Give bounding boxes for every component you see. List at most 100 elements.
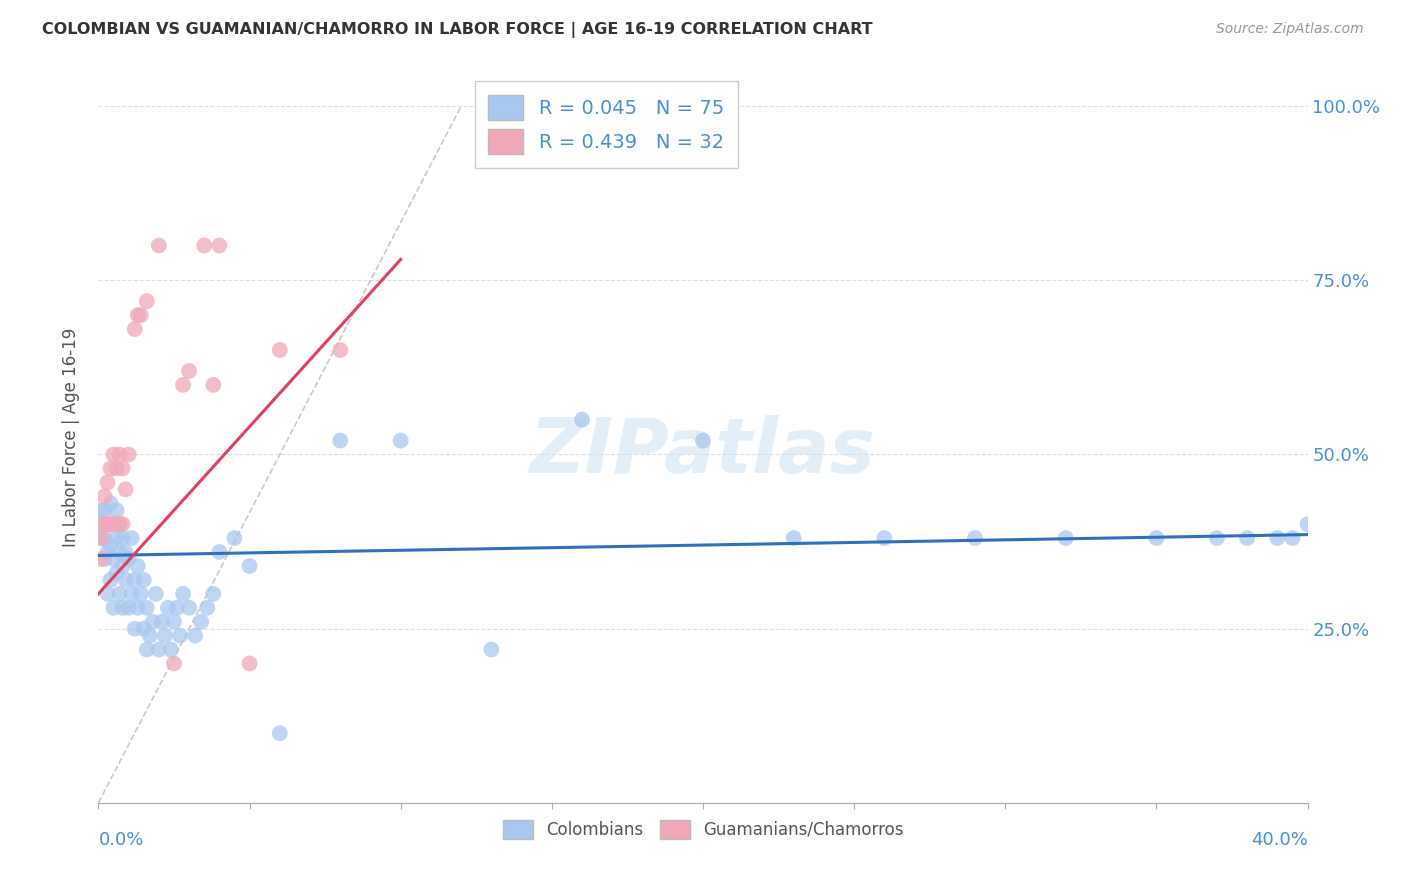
Point (90, 503, 112, 517)
Point (1054, 531, 1077, 545)
Point (103, 517, 125, 532)
Point (111, 517, 134, 532)
Point (145, 587, 167, 601)
Point (269, 343, 291, 357)
Point (172, 587, 194, 601)
Point (96, 545, 118, 559)
Text: Source: ZipAtlas.com: Source: ZipAtlas.com (1216, 22, 1364, 37)
Point (148, 238, 170, 252)
Point (202, 587, 225, 601)
Point (118, 552, 141, 566)
Point (118, 448, 141, 462)
Point (114, 483, 136, 497)
Point (150, 615, 173, 629)
Legend: Colombians, Guamanians/Chamorros: Colombians, Guamanians/Chamorros (496, 814, 910, 846)
Point (129, 587, 152, 601)
Point (114, 545, 136, 559)
Text: 40.0%: 40.0% (1251, 830, 1308, 848)
Point (156, 600, 179, 615)
Point (481, 642, 503, 657)
Text: 0.0%: 0.0% (98, 830, 143, 848)
Point (873, 531, 896, 545)
Point (105, 531, 128, 545)
Point (93, 531, 115, 545)
Point (965, 531, 987, 545)
Point (202, 377, 225, 392)
Point (108, 448, 131, 462)
Point (172, 377, 194, 392)
Point (90, 552, 112, 566)
Point (124, 573, 146, 587)
Point (121, 587, 143, 601)
Point (208, 545, 231, 559)
Point (135, 600, 157, 615)
Point (329, 434, 352, 448)
Point (111, 600, 134, 615)
Point (127, 600, 149, 615)
Point (114, 573, 136, 587)
Point (111, 461, 134, 475)
Point (103, 552, 125, 566)
Point (135, 294, 157, 309)
Point (108, 545, 131, 559)
Point (329, 343, 352, 357)
Y-axis label: In Labor Force | Age 16-19: In Labor Force | Age 16-19 (62, 327, 80, 547)
Point (571, 412, 593, 426)
Point (96, 517, 118, 532)
Point (692, 434, 714, 448)
Point (90, 531, 112, 545)
Point (129, 308, 152, 322)
Point (184, 629, 207, 643)
Point (118, 600, 141, 615)
Point (108, 587, 131, 601)
Point (224, 531, 246, 545)
Point (269, 726, 291, 740)
Point (93, 517, 115, 532)
Point (142, 615, 165, 629)
Point (93, 489, 115, 503)
Point (96, 587, 118, 601)
Point (148, 642, 170, 657)
Point (1236, 531, 1258, 545)
Point (1144, 531, 1167, 545)
Point (124, 622, 146, 636)
Point (127, 308, 149, 322)
Point (160, 642, 183, 657)
Point (121, 531, 143, 545)
Point (208, 238, 231, 252)
Point (1296, 517, 1319, 532)
Point (163, 657, 186, 671)
Text: COLOMBIAN VS GUAMANIAN/CHAMORRO IN LABOR FORCE | AGE 16-19 CORRELATION CHART: COLOMBIAN VS GUAMANIAN/CHAMORRO IN LABOR… (42, 22, 873, 38)
Point (239, 657, 262, 671)
Point (190, 615, 212, 629)
Point (93, 552, 115, 566)
Point (90, 517, 112, 532)
Point (783, 531, 806, 545)
Point (179, 364, 201, 378)
Point (1206, 531, 1229, 545)
Point (96, 475, 118, 490)
Point (103, 600, 125, 615)
Point (100, 496, 122, 510)
Point (135, 642, 157, 657)
Point (239, 558, 262, 573)
Point (132, 573, 155, 587)
Point (1281, 531, 1303, 545)
Point (105, 461, 128, 475)
Point (127, 558, 149, 573)
Point (111, 531, 134, 545)
Point (179, 600, 201, 615)
Point (108, 517, 131, 532)
Point (90, 531, 112, 545)
Point (124, 322, 146, 336)
Point (105, 517, 128, 532)
Point (169, 629, 191, 643)
Point (132, 622, 155, 636)
Text: ZIPatlas: ZIPatlas (530, 415, 876, 489)
Point (166, 600, 188, 615)
Point (139, 629, 162, 643)
Point (103, 448, 125, 462)
Point (100, 573, 122, 587)
Point (389, 434, 412, 448)
Point (193, 238, 215, 252)
